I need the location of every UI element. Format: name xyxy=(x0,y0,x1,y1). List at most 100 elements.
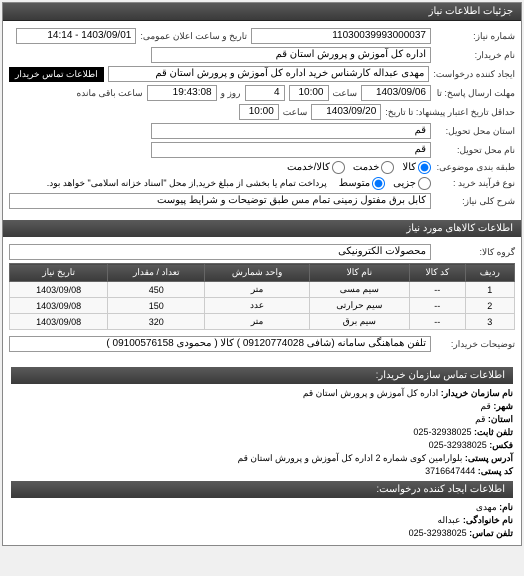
table-header: کد کالا xyxy=(409,264,465,282)
group-label: گروه کالا: xyxy=(435,247,515,258)
c-province-label: شهر: xyxy=(493,401,513,411)
fax-value: 32938025-025 xyxy=(429,440,487,450)
table-header: تعداد / مقدار xyxy=(108,264,205,282)
creator-label: ایجاد کننده درخواست: xyxy=(433,69,515,80)
table-cell: 1 xyxy=(465,282,514,298)
ref-no-value: 11030039993000037 xyxy=(251,28,431,44)
desc-label: شرح کلی نیاز: xyxy=(435,196,515,207)
family-value: عبداله xyxy=(438,515,461,525)
province-label: استان محل تحویل: xyxy=(435,126,515,137)
process-note: پرداخت تمام یا بخشی از مبلغ خرید,از محل … xyxy=(47,178,327,189)
process-opt-1[interactable]: متوسط xyxy=(339,177,385,190)
table-cell: 1403/09/08 xyxy=(10,298,108,314)
table-cell: 150 xyxy=(108,298,205,314)
buyer-note-label: توضیحات خریدار: xyxy=(435,339,515,350)
category-opt-2[interactable]: کالا/خدمت xyxy=(287,161,345,174)
name-label: نام: xyxy=(499,502,513,512)
process-radio-group: جزیی متوسط xyxy=(339,177,431,190)
name-value: مهدی xyxy=(476,502,497,512)
desc-value: کابل برق مفتول زمینی تمام مس طبق توضیحات… xyxy=(9,193,431,209)
table-cell: 320 xyxy=(108,314,205,330)
tel-label: تلفن ثابت: xyxy=(474,427,513,437)
date-label: تاریخ و ساعت اعلان عمومی: xyxy=(140,31,247,42)
process-opt-0[interactable]: جزیی xyxy=(393,177,431,190)
table-cell: متر xyxy=(205,314,309,330)
c-city-value: قم xyxy=(475,414,485,424)
table-cell: 2 xyxy=(465,298,514,314)
postal-value: 3716647444 xyxy=(425,466,475,476)
time-label-1: ساعت xyxy=(333,88,358,99)
radio-kala[interactable] xyxy=(418,161,431,174)
table-cell: 1403/09/08 xyxy=(10,282,108,298)
remaining-label: ساعت باقی مانده xyxy=(77,88,143,99)
contact-section-title: اطلاعات تماس سازمان خریدار: xyxy=(11,367,513,384)
category-opt-0[interactable]: کالا xyxy=(402,161,431,174)
table-cell: سیم حرارتی xyxy=(309,298,409,314)
table-cell: عدد xyxy=(205,298,309,314)
phone-value: 32938025-025 xyxy=(409,528,467,538)
deadline-to-date: 1403/09/20 xyxy=(311,104,381,120)
province-value: قم xyxy=(151,123,431,139)
deadline-to-time: 10:00 xyxy=(239,104,279,120)
category-label: طبقه بندی موضوعی: xyxy=(435,162,515,173)
group-value: محصولات الکترونیکی xyxy=(9,244,431,260)
days-label: روز و xyxy=(221,88,241,99)
buyer-value: اداره کل آموزش و پرورش استان قم xyxy=(151,47,431,63)
table-header: ردیف xyxy=(465,264,514,282)
radio-medium[interactable] xyxy=(372,177,385,190)
creator-value: مهدی عبداله کارشناس خرید اداره کل آموزش … xyxy=(108,66,430,82)
table-row: 1--سیم مسیمتر4501403/09/08 xyxy=(10,282,515,298)
time-label-2: ساعت xyxy=(283,107,308,118)
details-panel: جزئیات اطلاعات نیاز شماره نیاز: 11030039… xyxy=(2,2,522,546)
table-cell: -- xyxy=(409,282,465,298)
city-label: نام محل تحویل: xyxy=(435,145,515,156)
tel-value: 32938025-025 xyxy=(413,427,471,437)
form-section: شماره نیاز: 11030039993000037 تاریخ و سا… xyxy=(3,21,521,216)
category-radio-group: کالا خدمت کالا/خدمت xyxy=(287,161,431,174)
goods-table: ردیفکد کالانام کالاواحد شمارشتعداد / مقد… xyxy=(9,263,515,330)
c-province-value: قم xyxy=(481,401,491,411)
table-header: تاریخ نیاز xyxy=(10,264,108,282)
buyer-note-value: تلفن هماهنگی سامانه (شافی 09120774028 ) … xyxy=(9,336,431,352)
org-value: اداره کل آموزش و پرورش استان قم xyxy=(303,388,438,398)
days-value: 4 xyxy=(245,85,285,101)
c-city-label: استان: xyxy=(488,414,513,424)
city-value: قم xyxy=(151,142,431,158)
table-cell: سیم برق xyxy=(309,314,409,330)
address-value: بلوارامین کوی شماره 2 اداره کل آموزش و پ… xyxy=(238,453,463,463)
deadline-from-date: 1403/09/06 xyxy=(361,85,431,101)
category-opt-1[interactable]: خدمت xyxy=(353,161,395,174)
radio-khedmat[interactable] xyxy=(381,161,394,174)
table-cell: متر xyxy=(205,282,309,298)
table-header: نام کالا xyxy=(309,264,409,282)
table-cell: -- xyxy=(409,298,465,314)
process-label: نوع فرآیند خرید : xyxy=(435,178,515,189)
family-label: نام خانوادگی: xyxy=(463,515,513,525)
address-label: آدرس پستی: xyxy=(465,453,513,463)
org-label: نام سازمان خریدار: xyxy=(441,388,513,398)
ref-no-label: شماره نیاز: xyxy=(435,31,515,42)
fax-label: فکس: xyxy=(489,440,513,450)
buyer-label: نام خریدار: xyxy=(435,50,515,61)
deadline-from-label: مهلت ارسال پاسخ: تا xyxy=(435,88,515,99)
table-cell: 3 xyxy=(465,314,514,330)
table-row: 3--سیم برقمتر3201403/09/08 xyxy=(10,314,515,330)
deadline-to-label: حداقل تاریخ اعتبار پیشنهاد: تا تاریخ: xyxy=(385,107,515,118)
remaining-value: 19:43:08 xyxy=(147,85,217,101)
deadline-from-time: 10:00 xyxy=(289,85,329,101)
goods-section-title: اطلاعات کالاهای مورد نیاز xyxy=(3,220,521,237)
table-cell: سیم مسی xyxy=(309,282,409,298)
table-cell: 1403/09/08 xyxy=(10,314,108,330)
table-cell: 450 xyxy=(108,282,205,298)
panel-title: جزئیات اطلاعات نیاز xyxy=(3,3,521,21)
table-cell: -- xyxy=(409,314,465,330)
date-value: 1403/09/01 - 14:14 xyxy=(16,28,136,44)
table-header: واحد شمارش xyxy=(205,264,309,282)
table-row: 2--سیم حرارتیعدد1501403/09/08 xyxy=(10,298,515,314)
req-creator-title: اطلاعات ایجاد کننده درخواست: xyxy=(11,481,513,498)
contact-button[interactable]: اطلاعات تماس خریدار xyxy=(9,67,104,82)
radio-small[interactable] xyxy=(418,177,431,190)
phone-label: تلفن تماس: xyxy=(469,528,513,538)
radio-both[interactable] xyxy=(332,161,345,174)
postal-label: کد پستی: xyxy=(478,466,513,476)
